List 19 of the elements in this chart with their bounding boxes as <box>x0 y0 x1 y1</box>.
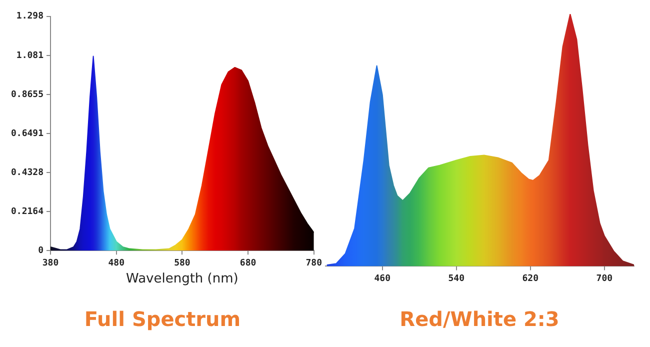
text: Red/White 2:3 <box>400 307 560 332</box>
y-tick-label: 1.081 <box>16 50 44 61</box>
y-tick-label: 0.2164 <box>10 206 44 217</box>
y-tick-label: 0.4328 <box>10 168 44 178</box>
x-tick-label: 380 <box>42 258 59 268</box>
y-tick-label: 0 <box>38 246 44 256</box>
x-tick-label: 780 <box>306 258 322 268</box>
y-tick-label: 0.6491 <box>10 128 44 139</box>
x-tick-label: 620 <box>522 274 539 284</box>
y-tick-label: 1.298 <box>16 12 44 22</box>
x-tick-label: 700 <box>596 274 613 284</box>
x-tick-label: 540 <box>448 274 465 284</box>
x-tick-label: 480 <box>108 258 124 268</box>
x-tick-label: 460 <box>374 274 390 284</box>
x-tick-label: 580 <box>174 258 190 268</box>
x-axis-title: Wavelength (nm) <box>126 272 238 287</box>
y-tick-label: 0.8655 <box>10 90 44 100</box>
x-tick-label: 680 <box>240 258 256 268</box>
text: Full Spectrum <box>84 307 241 332</box>
